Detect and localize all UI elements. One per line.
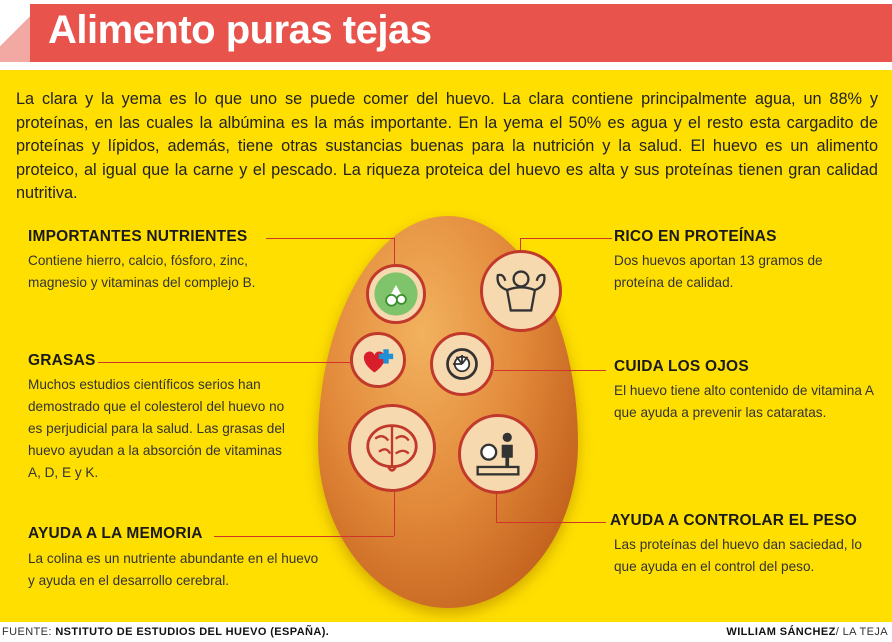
brain-icon [348, 404, 436, 492]
section-title-memoria: AYUDA A LA MEMORIA [28, 525, 203, 542]
source-name: NSTITUTO DE ESTUDIOS DEL HUEVO (ESPAÑA). [55, 626, 330, 638]
outlet-name: / LA TEJA [835, 626, 888, 638]
muscle-icon [480, 250, 562, 332]
section-body-proteinas: Dos huevos aportan 13 gramos de proteína… [614, 253, 823, 290]
connector-proteinas-drop [520, 238, 521, 250]
header: Alimento puras tejas [0, 0, 892, 66]
connector-memoria-rise [394, 492, 395, 536]
scale-icon [458, 414, 538, 494]
section-title-peso: AYUDA A CONTROLAR EL PESO [610, 512, 857, 529]
header-corner [0, 0, 30, 62]
author-credit: WILLIAM SÁNCHEZ/ LA TEJA [726, 626, 888, 638]
intro-paragraph: La clara y la yema es lo que uno se pued… [16, 90, 878, 202]
infographic-panel: La clara y la yema es lo que uno se pued… [0, 70, 892, 622]
section-title-ojos: CUIDA LOS OJOS [614, 358, 749, 375]
section-title-proteinas: RICO EN PROTEÍNAS [614, 228, 777, 245]
connector-memoria [214, 536, 394, 537]
section-body-grasas: Muchos estudios científicos serios han d… [28, 377, 285, 480]
section-body-ojos: El huevo tiene alto contenido de vitamin… [614, 383, 874, 420]
section-title-nutrientes: IMPORTANTES NUTRIENTES [28, 228, 248, 245]
connector-peso [496, 522, 606, 523]
header-bar [30, 4, 892, 62]
section-title-grasas: GRASAS [28, 352, 96, 369]
section-body-nutrientes: Contiene hierro, calcio, fósforo, zinc, … [28, 253, 256, 290]
connector-proteinas [520, 238, 612, 239]
connector-grasas [98, 362, 350, 363]
footer: FUENTE: NSTITUTO DE ESTUDIOS DEL HUEVO (… [0, 622, 892, 642]
page-title: Alimento puras tejas [48, 8, 432, 52]
heart-plus-icon [350, 332, 406, 388]
eye-icon [430, 332, 494, 396]
connector-ojos [494, 370, 606, 371]
connector-nutrientes [266, 238, 394, 239]
author-name: WILLIAM SÁNCHEZ [726, 626, 836, 638]
source-label: FUENTE: [2, 626, 52, 638]
section-body-memoria: La colina es un nutriente abundante en e… [28, 551, 319, 588]
section-body-peso: Las proteínas del huevo dan saciedad, lo… [614, 537, 862, 574]
source-credit: FUENTE: NSTITUTO DE ESTUDIOS DEL HUEVO (… [2, 626, 329, 638]
connector-nutrientes-drop [394, 238, 395, 264]
connector-peso-drop [496, 494, 497, 522]
nutrients-icon [366, 264, 426, 324]
